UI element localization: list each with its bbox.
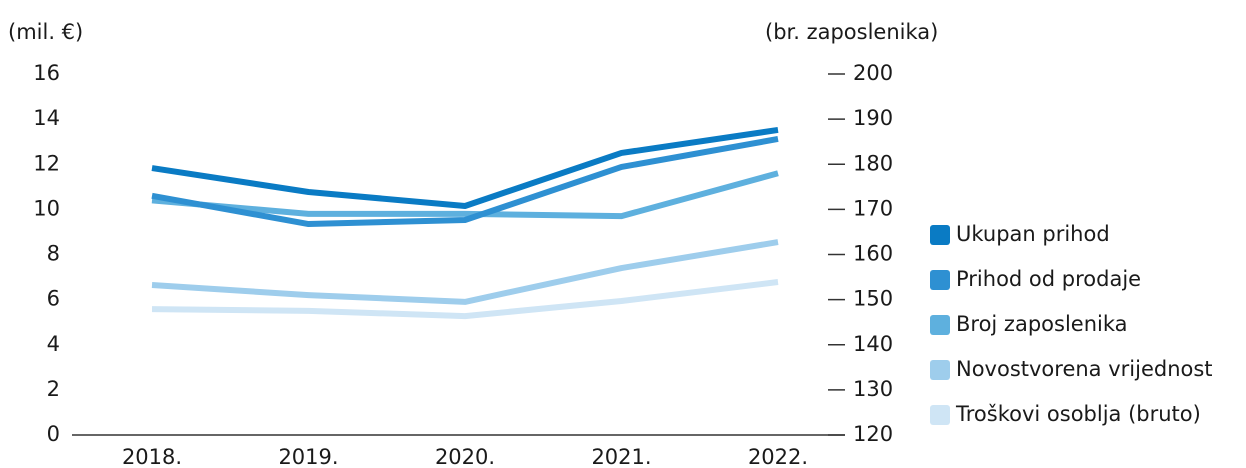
legend-label: Broj zaposlenika	[956, 312, 1128, 336]
x-tick-label: 2022.	[748, 445, 808, 468]
y2-axis-label: (br. zaposlenika)	[765, 20, 938, 44]
y-tick-label: 12	[33, 151, 60, 175]
legend-label: Prihod od prodaje	[956, 267, 1141, 291]
y-tick-label: 2	[47, 377, 60, 401]
legend-swatch	[930, 225, 950, 245]
x-tick-label: 2018.	[122, 445, 182, 468]
x-tick-label: 2019.	[278, 445, 338, 468]
y-tick-label: 10	[33, 196, 60, 220]
legend-swatch	[930, 270, 950, 290]
y2-tick-label: 120	[853, 422, 893, 446]
y-tick-label: 6	[47, 287, 60, 311]
y2-tick-label: 180	[853, 151, 893, 175]
legend-label: Troškovi osoblja (bruto)	[955, 402, 1201, 426]
legend-label: Novostvorena vrijednost	[956, 357, 1213, 381]
legend-swatch	[930, 315, 950, 335]
y2-tick-label: 130	[853, 377, 893, 401]
y-tick-label: 16	[33, 61, 60, 85]
series-line	[151, 136, 779, 228]
legend-swatch	[930, 360, 950, 380]
legend-label: Ukupan prihod	[956, 222, 1110, 246]
x-tick-label: 2020.	[435, 445, 495, 468]
y-tick-label: 0	[47, 422, 60, 446]
y2-tick-label: 140	[853, 332, 893, 356]
y-tick-label: 8	[47, 242, 60, 266]
y2-tick-label: 160	[853, 242, 893, 266]
series-line	[151, 279, 779, 320]
y-tick-label: 4	[47, 332, 60, 356]
series-line	[151, 239, 779, 305]
legend-swatch	[930, 405, 950, 425]
y-axis-label: (mil. €)	[8, 20, 83, 44]
y2-tick-label: 200	[853, 61, 893, 85]
series-line	[151, 170, 779, 220]
x-tick-label: 2021.	[591, 445, 651, 468]
y-tick-label: 14	[33, 106, 60, 130]
y2-tick-label: 150	[853, 287, 893, 311]
y2-tick-label: 190	[853, 106, 893, 130]
y2-tick-label: 170	[853, 196, 893, 220]
series-line	[151, 126, 779, 209]
